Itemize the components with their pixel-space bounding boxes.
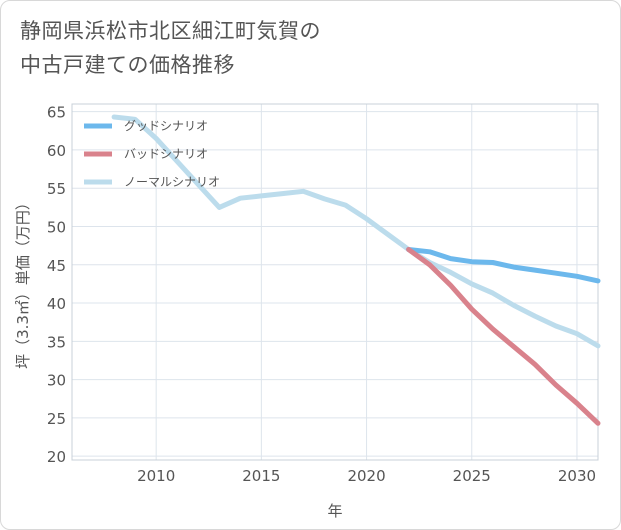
- y-axis-label: 坪（3.3㎡）単価（万円）: [14, 195, 32, 369]
- x-axis-label: 年: [327, 502, 342, 520]
- grid: [72, 104, 598, 460]
- y-tick-label: 40: [47, 295, 66, 313]
- x-tick-label: 2010: [137, 467, 175, 485]
- x-tick-label: 2020: [347, 467, 385, 485]
- chart-title-line-1: 静岡県浜松市北区細江町気賀の: [20, 19, 321, 43]
- y-tick-label: 65: [47, 104, 66, 122]
- y-tick-label: 30: [47, 372, 66, 390]
- y-tick-label: 25: [47, 410, 66, 428]
- series-line-good: [406, 247, 601, 284]
- chart-title-line-2: 中古戸建ての価格推移: [20, 53, 235, 77]
- y-tick-label: 20: [47, 448, 66, 466]
- y-axis-ticks: 20 25 30 35 40 45 50 55 60 65: [47, 104, 66, 467]
- chart-title: 静岡県浜松市北区細江町気賀の 中古戸建ての価格推移: [20, 14, 321, 82]
- legend-label-bad: バッドシナリオ: [124, 147, 208, 161]
- x-tick-label: 2015: [242, 467, 280, 485]
- x-axis-ticks: 2010 2015 2020 2025 2030: [137, 467, 596, 485]
- series-line-normal: [111, 114, 601, 349]
- y-tick-label: 55: [47, 180, 66, 198]
- series-line-bad: [406, 247, 601, 426]
- series-lines: [111, 114, 601, 426]
- y-tick-label: 60: [47, 142, 66, 160]
- x-tick-label: 2025: [453, 467, 491, 485]
- y-tick-label: 50: [47, 218, 66, 236]
- y-tick-label: 35: [47, 333, 66, 351]
- y-tick-label: 45: [47, 257, 66, 275]
- legend-label-good: グッドシナリオ: [124, 119, 208, 133]
- x-tick-label: 2030: [558, 467, 596, 485]
- legend-label-normal: ノーマルシナリオ: [124, 175, 220, 189]
